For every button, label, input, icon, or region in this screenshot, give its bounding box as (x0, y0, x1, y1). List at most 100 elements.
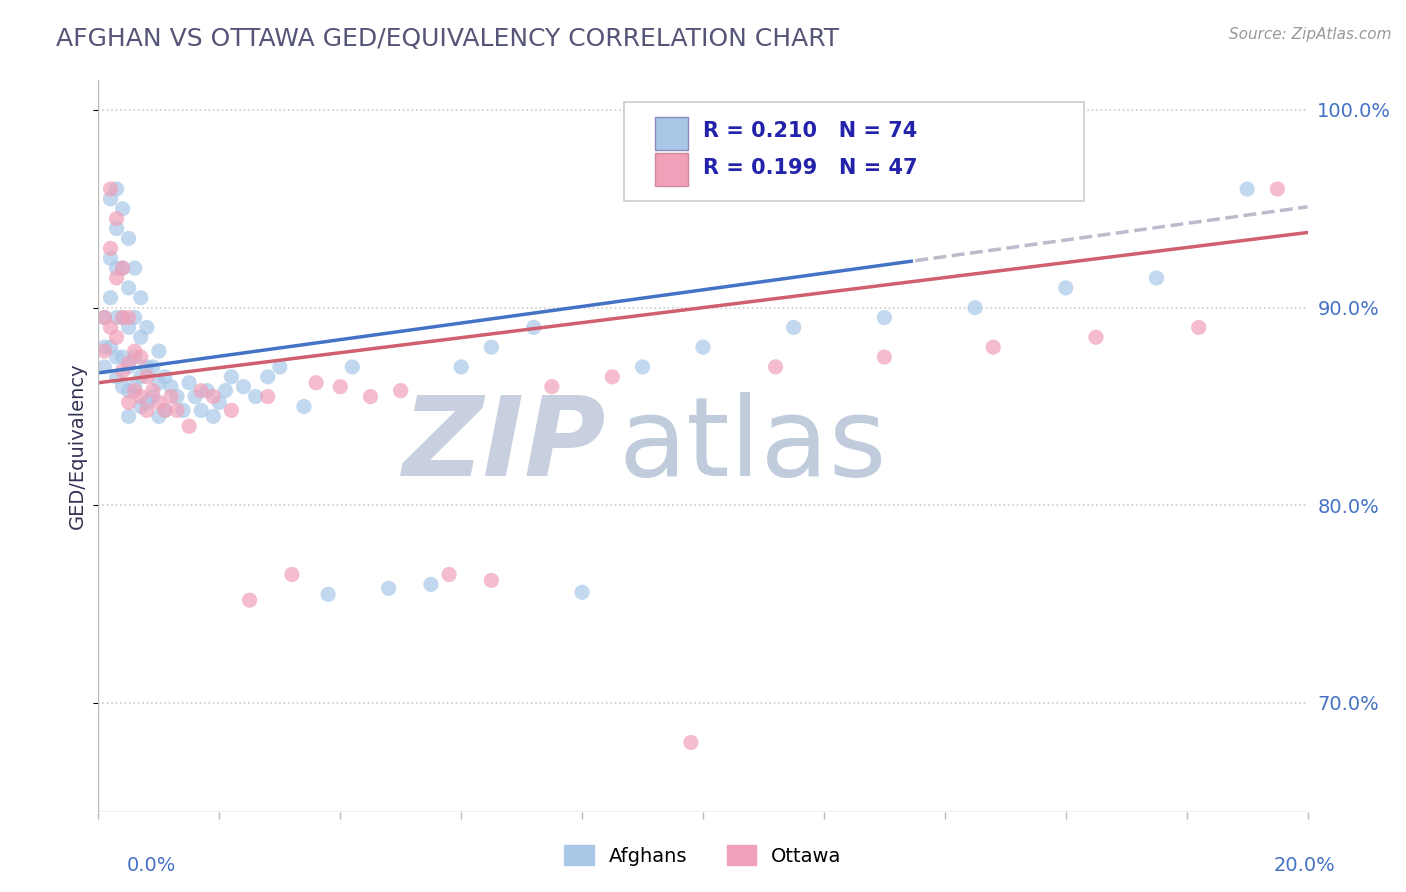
Text: Source: ZipAtlas.com: Source: ZipAtlas.com (1229, 27, 1392, 42)
Point (377, 582, 399, 596)
Point (239, 593, 262, 607)
Point (111, 380, 134, 394)
Point (93, 359, 115, 374)
Point (190, 403, 212, 417)
Point (153, 369, 176, 384)
Point (105, 350, 128, 364)
Text: ZIP: ZIP (402, 392, 606, 500)
Point (1236, 182, 1258, 196)
Point (389, 384, 412, 398)
Point (329, 380, 352, 394)
Point (190, 384, 212, 398)
Legend: Afghans, Ottawa: Afghans, Ottawa (557, 838, 849, 873)
Point (118, 409, 141, 424)
Point (111, 261, 134, 276)
Point (202, 390, 225, 404)
Point (111, 350, 134, 364)
Point (631, 359, 654, 374)
Point (135, 369, 157, 384)
Point (437, 567, 460, 582)
Point (179, 376, 201, 390)
Point (93, 310, 115, 325)
Point (179, 419, 201, 434)
Point (232, 380, 254, 394)
Point (135, 359, 157, 374)
Point (420, 577, 443, 591)
Point (142, 359, 165, 374)
Point (873, 310, 896, 325)
Point (105, 211, 128, 226)
Point (166, 403, 188, 417)
Point (135, 395, 157, 409)
Point (105, 221, 128, 235)
Point (124, 350, 146, 364)
Point (571, 585, 593, 599)
Point (118, 281, 141, 295)
Point (129, 390, 152, 404)
Point (135, 403, 157, 417)
Point (202, 409, 225, 424)
Point (481, 574, 503, 588)
Point (765, 359, 787, 374)
Point (1054, 281, 1077, 295)
Point (124, 384, 146, 398)
Point (100, 182, 122, 196)
Point (1085, 330, 1108, 344)
Point (118, 320, 141, 334)
Point (124, 344, 146, 359)
Bar (655, 153, 689, 186)
Point (981, 340, 1004, 354)
FancyBboxPatch shape (624, 103, 1084, 201)
Point (269, 359, 291, 374)
Point (118, 310, 141, 325)
Point (111, 202, 134, 216)
Point (105, 271, 128, 285)
Point (160, 390, 183, 404)
Text: AFGHAN VS OTTAWA GED/EQUIVALENCY CORRELATION CHART: AFGHAN VS OTTAWA GED/EQUIVALENCY CORRELA… (56, 27, 839, 51)
Point (124, 380, 146, 394)
Point (129, 330, 152, 344)
Y-axis label: GED/Equivalency: GED/Equivalency (67, 363, 87, 529)
Point (1144, 271, 1167, 285)
Point (100, 340, 122, 354)
Point (873, 350, 896, 364)
Point (135, 320, 157, 334)
Point (172, 403, 194, 417)
Point (160, 380, 183, 394)
Point (124, 310, 146, 325)
Point (100, 241, 122, 255)
Point (153, 403, 176, 417)
Point (105, 182, 128, 196)
Point (195, 384, 218, 398)
Point (111, 364, 134, 378)
Point (100, 320, 122, 334)
Point (214, 384, 236, 398)
Point (342, 359, 364, 374)
Point (100, 192, 122, 206)
Point (118, 356, 141, 370)
Point (692, 340, 714, 354)
Point (105, 310, 128, 325)
Point (118, 359, 141, 374)
Point (450, 359, 472, 374)
Point (256, 369, 278, 384)
Point (129, 400, 152, 414)
Point (118, 384, 141, 398)
Bar (655, 117, 689, 150)
Point (124, 261, 146, 276)
Point (153, 403, 176, 417)
Point (305, 376, 328, 390)
Point (93, 344, 115, 359)
Point (281, 567, 304, 582)
Point (111, 261, 134, 276)
Text: atlas: atlas (619, 392, 887, 500)
Point (1267, 182, 1289, 196)
Point (129, 291, 152, 305)
Point (100, 251, 122, 265)
Text: 0.0%: 0.0% (127, 856, 176, 875)
Point (100, 291, 122, 305)
Point (93, 310, 115, 325)
Point (360, 390, 382, 404)
Point (111, 310, 134, 325)
Point (1188, 320, 1211, 334)
